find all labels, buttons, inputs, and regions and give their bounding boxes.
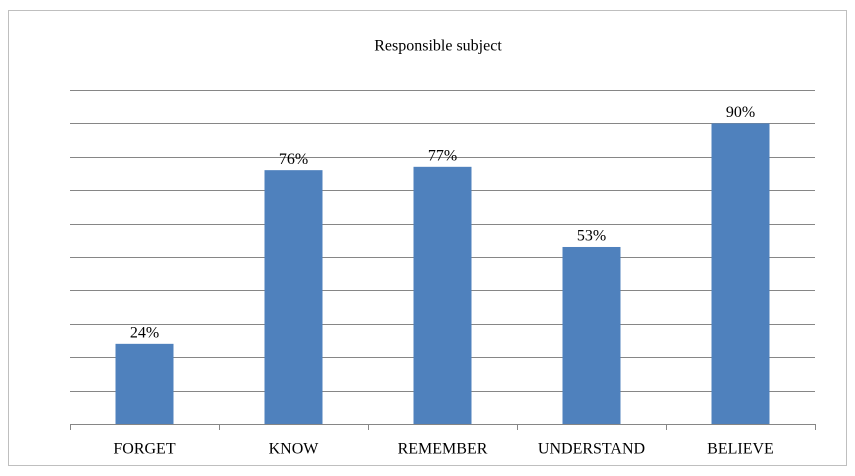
- bar: [413, 166, 472, 424]
- data-label: 76%: [279, 151, 308, 168]
- bar: [711, 123, 770, 425]
- data-label: 24%: [130, 325, 159, 342]
- x-tick-label: KNOW: [269, 441, 320, 458]
- x-tick-label: REMEMBER: [398, 441, 488, 458]
- data-label: 53%: [577, 228, 606, 245]
- data-label: 90%: [726, 104, 755, 121]
- x-tick-label: UNDERSTAND: [538, 441, 645, 458]
- bar: [115, 343, 174, 424]
- x-tick-label: BELIEVE: [707, 441, 774, 458]
- bar: [264, 170, 323, 424]
- chart-title: Responsible subject: [374, 38, 502, 55]
- bar: [562, 246, 621, 424]
- x-tick-label: FORGET: [113, 441, 175, 458]
- data-label: 77%: [428, 147, 457, 164]
